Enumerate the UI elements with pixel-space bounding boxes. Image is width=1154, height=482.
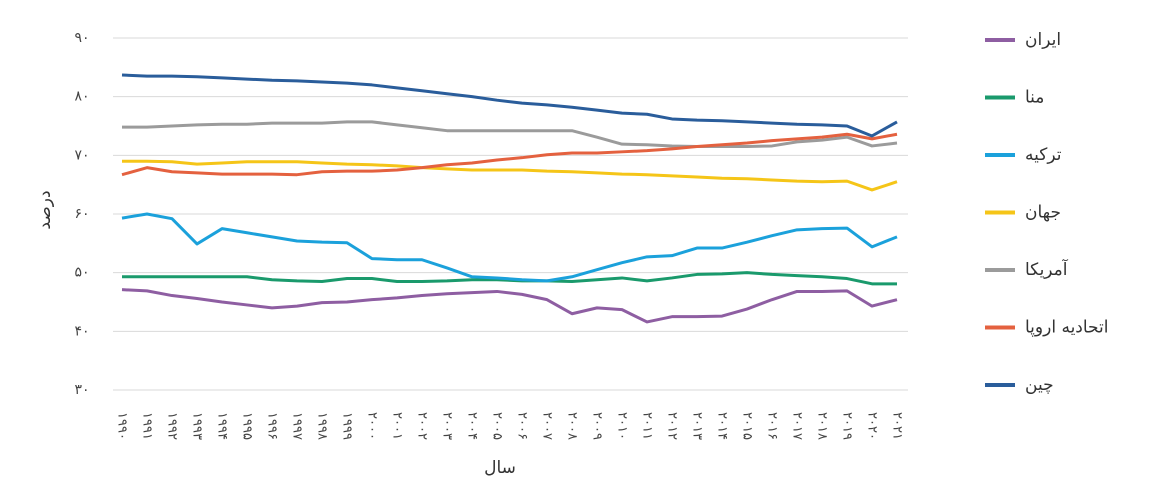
legend-label: آمریکا (1025, 258, 1069, 280)
x-tick-label: ۲۰۱۳ (690, 412, 705, 440)
x-tick-label: ۱۹۹۴ (215, 412, 230, 440)
series-line (121, 132, 898, 177)
legend-label: ایران (1025, 30, 1061, 50)
series-line (121, 212, 898, 283)
y-tick-label: ۹۰ (74, 30, 89, 46)
x-tick-label: ۲۰۰۸ (565, 412, 580, 440)
x-tick-label: ۱۹۹۱ (140, 412, 155, 440)
y-axis-label: درصد (35, 190, 55, 229)
y-tick-label: ۷۰ (74, 147, 89, 163)
x-tick-label: ۲۰۱۰ (615, 412, 630, 440)
legend-label: ترکیه (1025, 145, 1062, 165)
x-tick-label: ۲۰۰۷ (540, 412, 555, 440)
x-tick-label: ۲۰۰۵ (490, 412, 505, 440)
x-tick-label: ۲۰۰۳ (440, 412, 455, 440)
x-tick-label: ۲۰۲۰ (865, 412, 880, 440)
x-tick-label: ۲۰۰۰ (365, 412, 380, 440)
y-tick-label: ۶۰ (74, 206, 89, 222)
series-line (122, 159, 898, 192)
x-tick-label: ۲۰۱۵ (740, 412, 755, 440)
y-tick-label: ۸۰ (74, 89, 89, 105)
legend-label: جهان (1025, 203, 1061, 223)
x-tick-label: ۲۰۱۷ (790, 412, 805, 440)
x-tick-label: ۲۰۰۱ (390, 412, 405, 440)
series-line (121, 73, 898, 138)
y-tick-label: ۴۰ (74, 323, 89, 339)
legend-label: چین (1025, 375, 1054, 395)
x-tick-label: ۲۰۱۱ (640, 412, 655, 440)
x-tick-label: ۲۰۰۲ (415, 412, 430, 440)
x-tick-label: ۲۰۱۲ (665, 412, 680, 440)
x-tick-label: ۲۰۰۶ (515, 412, 530, 440)
y-tick-label: ۳۰ (74, 382, 89, 398)
x-tick-label: ۱۹۹۷ (290, 412, 305, 440)
x-tick-label: ۲۰۰۹ (590, 412, 605, 440)
x-tick-label: ۱۹۹۸ (315, 412, 330, 440)
y-tick-label: ۵۰ (74, 265, 89, 281)
x-tick-label: ۱۹۹۶ (265, 412, 280, 440)
series-line (121, 288, 898, 324)
x-tick-label: ۲۰۱۴ (715, 412, 730, 440)
legend-label: اتحادیه اروپا (1025, 318, 1108, 338)
x-tick-label: ۱۹۹۹ (340, 412, 355, 440)
x-tick-label: ۲۰۲۱ (890, 412, 905, 440)
x-tick-label: ۲۰۱۸ (815, 412, 830, 440)
series-line (122, 120, 898, 149)
x-tick-label: ۲۰۰۴ (465, 412, 480, 440)
x-tick-label: ۱۹۹۰ (115, 412, 130, 440)
x-tick-label: ۱۹۹۵ (240, 412, 255, 440)
x-tick-label: ۱۹۹۳ (190, 412, 205, 440)
legend-label: منا (1025, 88, 1044, 108)
x-tick-label: ۲۰۱۶ (765, 412, 780, 440)
x-tick-label: ۱۹۹۲ (165, 412, 180, 440)
x-axis-label: سال (484, 458, 516, 478)
x-tick-label: ۲۰۱۹ (840, 412, 855, 440)
